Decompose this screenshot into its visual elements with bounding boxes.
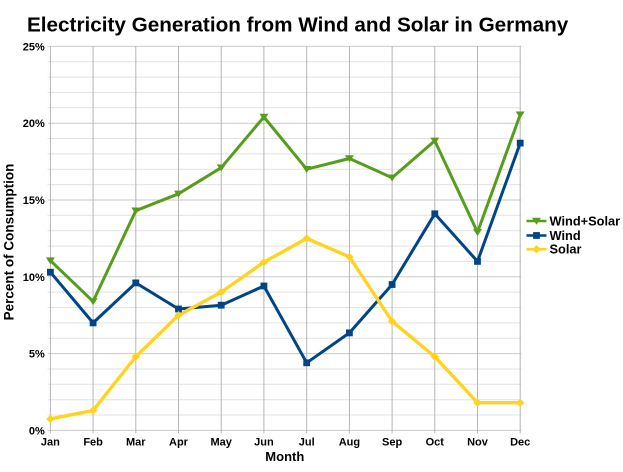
svg-text:Feb: Feb: [83, 437, 103, 449]
svg-text:Wind: Wind: [550, 228, 581, 243]
svg-text:Month: Month: [265, 449, 304, 464]
svg-text:20%: 20%: [23, 118, 45, 130]
svg-text:Wind+Solar: Wind+Solar: [550, 213, 621, 228]
svg-text:Dec: Dec: [510, 437, 530, 449]
svg-text:Jun: Jun: [254, 437, 274, 449]
svg-text:Oct: Oct: [426, 437, 445, 449]
svg-text:Jan: Jan: [41, 437, 60, 449]
svg-text:0%: 0%: [29, 425, 45, 437]
svg-text:15%: 15%: [23, 195, 45, 207]
svg-text:Apr: Apr: [169, 437, 189, 449]
svg-text:10%: 10%: [23, 272, 45, 284]
svg-text:Sep: Sep: [382, 437, 402, 449]
svg-text:Electricity Generation from Wi: Electricity Generation from Wind and Sol…: [27, 14, 569, 37]
svg-text:Solar: Solar: [550, 242, 582, 257]
svg-text:25%: 25%: [23, 41, 45, 53]
svg-text:Jul: Jul: [299, 437, 315, 449]
svg-text:Nov: Nov: [467, 437, 489, 449]
svg-text:Mar: Mar: [126, 437, 146, 449]
svg-text:May: May: [210, 437, 232, 449]
svg-text:5%: 5%: [29, 349, 45, 361]
svg-text:Percent of Consumption: Percent of Consumption: [2, 164, 17, 321]
svg-text:Aug: Aug: [339, 437, 360, 449]
